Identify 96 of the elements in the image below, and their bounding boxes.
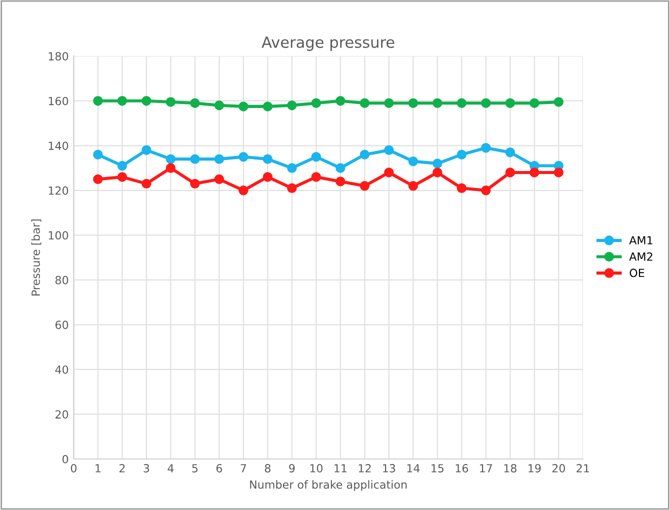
x-tick-label: 19 <box>528 464 541 472</box>
x-tick-label: 16 <box>456 464 468 472</box>
point <box>117 172 128 182</box>
point <box>384 145 394 155</box>
point <box>432 158 442 168</box>
point <box>554 168 564 178</box>
y-tick-label: 100 <box>48 231 68 240</box>
x-axis-title: Number of brake application <box>250 480 407 491</box>
y-tick-label: 120 <box>48 186 68 195</box>
point <box>311 172 322 182</box>
x-tick-label: 4 <box>168 464 174 472</box>
point <box>262 102 273 112</box>
chart-title: Average pressure <box>262 36 394 51</box>
point <box>93 96 103 106</box>
x-tick-label: 2 <box>119 464 125 472</box>
point <box>456 183 467 194</box>
point <box>360 181 370 191</box>
y-axis-title: Pressure [bar] <box>31 219 42 296</box>
point <box>117 96 128 106</box>
legend-label: AM2 <box>629 252 652 261</box>
point <box>384 98 394 108</box>
point <box>311 152 322 162</box>
y-tick-label: 40 <box>55 365 68 374</box>
point <box>262 172 273 182</box>
legend-label: OE <box>630 268 644 278</box>
point <box>360 150 370 160</box>
point <box>93 174 103 184</box>
point <box>530 168 540 178</box>
point <box>166 163 176 173</box>
point <box>238 186 248 196</box>
point <box>190 178 200 189</box>
point <box>432 98 442 108</box>
point <box>214 174 224 184</box>
point <box>262 154 273 164</box>
point <box>142 145 152 155</box>
point <box>238 152 248 162</box>
point <box>142 178 152 189</box>
x-tick-label: 14 <box>407 464 420 472</box>
x-tick-label: 21 <box>576 464 589 472</box>
x-tick-label: 8 <box>264 464 270 472</box>
point <box>214 100 224 110</box>
x-tick-label: 17 <box>480 464 492 472</box>
y-tick-label: 140 <box>48 142 68 150</box>
point <box>336 163 346 173</box>
x-tick-label: 10 <box>310 464 323 472</box>
point <box>190 154 200 164</box>
x-tick-label: 0 <box>70 464 76 472</box>
point <box>408 181 418 191</box>
point <box>190 98 200 108</box>
x-tick-label: 5 <box>192 464 198 472</box>
x-tick-label: 13 <box>383 464 396 472</box>
point <box>166 97 176 107</box>
point <box>287 163 297 173</box>
point <box>214 154 224 164</box>
point <box>481 186 491 196</box>
point <box>456 150 467 160</box>
x-tick-label: 20 <box>552 464 565 472</box>
point <box>530 98 540 108</box>
legend-label: AM1 <box>629 236 652 244</box>
point <box>287 100 297 110</box>
point <box>166 154 176 164</box>
y-tick-label: 180 <box>48 52 68 60</box>
point <box>336 176 346 186</box>
point <box>93 150 103 160</box>
y-tick-label: 20 <box>56 410 68 419</box>
point <box>408 156 418 166</box>
x-tick-label: 6 <box>216 464 222 472</box>
point <box>238 102 248 112</box>
point <box>554 97 564 107</box>
y-tick-label: 60 <box>55 320 68 330</box>
point <box>456 98 467 108</box>
point <box>481 143 491 153</box>
point <box>117 160 128 171</box>
y-tick-label: 160 <box>48 96 68 106</box>
y-tick-label: 80 <box>55 276 68 284</box>
x-tick-label: 18 <box>504 464 516 472</box>
point <box>505 147 516 158</box>
x-tick-label: 11 <box>334 464 346 472</box>
point <box>384 168 394 178</box>
point <box>336 96 346 106</box>
point <box>505 98 516 108</box>
point <box>481 98 491 108</box>
point <box>505 168 516 178</box>
x-tick-label: 7 <box>240 464 246 472</box>
point <box>360 98 370 108</box>
point <box>287 183 297 194</box>
point <box>432 168 442 178</box>
point <box>408 98 418 108</box>
x-tick-label: 12 <box>358 464 371 472</box>
x-tick-label: 15 <box>432 464 444 472</box>
x-tick-label: 3 <box>144 464 150 472</box>
y-tick-label: 0 <box>62 454 68 464</box>
x-tick-label: 9 <box>289 464 295 472</box>
point <box>142 96 152 106</box>
x-tick-label: 1 <box>96 464 100 472</box>
point <box>311 98 322 108</box>
